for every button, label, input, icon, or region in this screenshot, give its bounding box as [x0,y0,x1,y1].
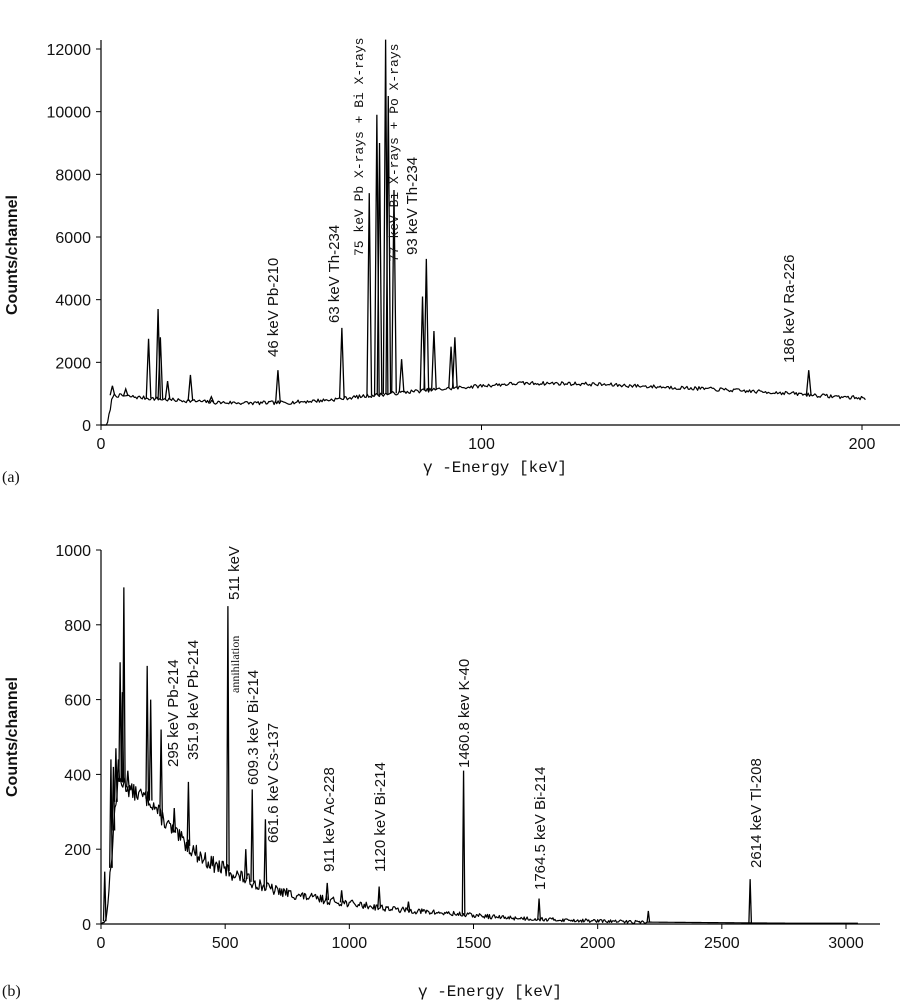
y-tick-label: 600 [64,693,91,710]
peak-mark [122,386,129,397]
annotation-77kev-bi-po-xrays: 77 keV Bi X-rays + Po X-rays [387,44,402,262]
peak-mark [102,871,107,922]
peak-mark [748,879,753,923]
panel-b-label: (b) [2,983,21,1000]
y-tick-label: 0 [82,418,91,435]
annotation-63kev-th234: 63 keV Th-234 [326,225,343,323]
peak-mark [263,819,268,887]
panel-b-peaks [102,587,753,923]
peak-mark [159,729,163,817]
x-tick-label: 1500 [456,935,492,952]
peak-mark [157,337,164,400]
peak-mark [325,882,330,901]
panel-a-y-axis-title: Counts/channel [4,195,21,315]
annotation-661kev-cs137: 661.6 keV Cs-137 [265,723,282,843]
peak-mark [226,606,230,872]
peak-mark [121,587,126,783]
annotation-186kev-ra226: 186 keV Ra-226 [781,255,798,363]
peak-mark [805,370,812,395]
peak-mark [339,890,344,903]
peak-mark [125,770,130,788]
x-tick-label: 100 [468,436,495,453]
annotation-1764kev-bi214: 1764.5 keV Bi-214 [532,767,549,890]
annotation-911kev-ac228: 911 keV Ac-228 [321,767,338,872]
panel-a-y-ticks: 0 2000 4000 6000 8000 10000 12000 [47,42,101,435]
peak-mark [338,327,345,399]
peak-mark [243,849,248,880]
annotation-295kev-pb214: 295 keV Pb-214 [165,659,182,767]
panel-a-spectrum-line [101,380,866,426]
annotation-351kev-pb214: 351.9 keV Pb-214 [185,640,202,760]
x-tick-label: 500 [212,935,239,952]
peak-mark [537,898,541,920]
peak-mark [109,759,113,868]
annotation-2614kev-tl208: 2614 keV Tl-208 [748,758,765,868]
x-tick-label: 1000 [332,935,368,952]
peak-mark [145,338,152,399]
peak-mark [109,385,116,396]
peak-mark [431,330,437,390]
peak-mark [391,189,397,394]
panel-b-spectrum-line [100,777,858,925]
peak-mark [145,665,150,799]
panel-b-x-axis-title: γ -Energy [keV] [418,983,562,1000]
y-tick-label: 12000 [47,42,92,59]
x-tick-label: 0 [97,935,106,952]
y-tick-label: 4000 [55,293,91,310]
peak-mark [385,95,392,394]
y-tick-label: 6000 [55,230,91,247]
y-tick-label: 8000 [55,167,91,184]
peak-mark [186,781,191,846]
x-tick-label: 2000 [580,935,616,952]
peak-mark [208,395,215,403]
peak-mark [646,910,651,923]
peak-mark [275,370,281,403]
peak-mark [376,142,383,395]
panel-a-x-ticks: 0 100 200 [97,425,876,453]
peak-mark [406,901,411,911]
panel-b-chart: 0 500 1000 1500 2000 2500 3000 0 200 400 600 800 10… [2,543,880,1000]
annotation-annihilation: annihilation [228,636,242,693]
peak-mark [398,359,405,393]
annotation-75kev-pb-bi-xrays: 75 keV Pb X-rays + Bi X-rays [352,38,367,256]
peak-mark [172,808,177,833]
y-tick-label: 800 [64,618,91,635]
y-tick-label: 2000 [55,355,91,372]
x-tick-label: 0 [97,436,106,453]
peak-mark [111,766,116,831]
peak-mark [366,193,373,396]
annotation-46kev-pb210: 46 keV Pb-210 [265,258,282,357]
y-tick-label: 0 [82,917,91,934]
panel-b-y-ticks: 0 200 400 600 800 1000 [55,543,101,934]
peak-mark [377,886,382,908]
panel-a-label: (a) [2,469,20,486]
annotation-1120kev-bi214: 1120 keV Bi-214 [372,762,389,872]
peak-mark [451,337,458,389]
panel-a-peaks [109,39,812,403]
panel-a-x-axis-title: γ -Energy [keV] [423,459,567,477]
peak-mark [461,770,466,915]
panel-b-y-axis-title: Counts/channel [4,677,21,797]
annotation-609kev-bi214: 609.3 keV Bi-214 [245,670,262,785]
annotation-93kev-th234: 93 keV Th-234 [404,157,421,255]
y-tick-label: 1000 [55,543,91,560]
y-tick-label: 400 [64,767,91,784]
y-tick-label: 10000 [47,105,92,122]
annotation-1460kev-k40: 1460.8 kev K-40 [456,659,473,768]
peak-mark [148,699,153,801]
x-tick-label: 200 [849,436,876,453]
x-tick-label: 2500 [704,935,740,952]
peak-mark [164,381,171,400]
peak-mark [118,662,123,782]
annotation-511kev: 511 keV [226,546,243,600]
peak-mark [250,789,255,882]
peak-mark [114,748,118,802]
x-tick-label: 3000 [828,935,864,952]
panel-a-chart: 0 100 200 0 2000 4000 6000 8000 10000 12000 Coun… [2,38,900,486]
panel-b-x-ticks: 0 500 1000 1500 2000 2500 3000 [97,924,864,952]
peak-mark [187,374,194,401]
peak-mark [423,258,430,391]
y-tick-label: 200 [64,842,91,859]
